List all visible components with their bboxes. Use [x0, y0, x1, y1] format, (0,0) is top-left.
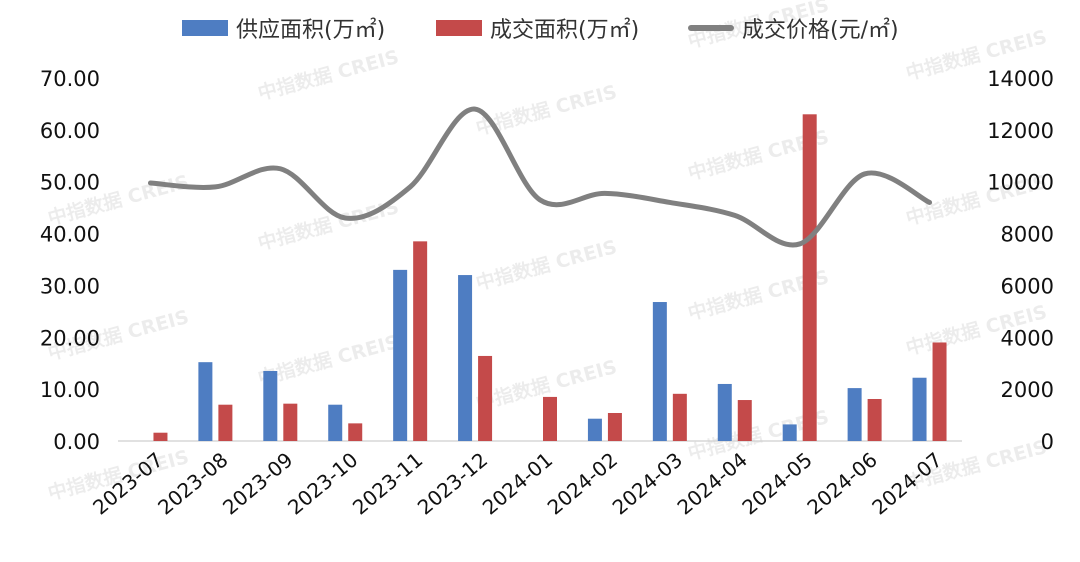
- x-tick-label: 2023-12: [413, 447, 492, 519]
- bar-deal-area: [153, 432, 168, 441]
- x-tick-label: 2024-05: [737, 447, 816, 519]
- bar-deal-area: [283, 403, 298, 441]
- y-left-tick-label: 40.00: [40, 223, 100, 247]
- y-left-tick-label: 70.00: [40, 67, 100, 91]
- y-left-tick-label: 60.00: [40, 119, 100, 143]
- y-left-tick-label: 30.00: [40, 274, 100, 298]
- legend-label-deal-area: 成交面积(万㎡): [490, 18, 640, 43]
- bar-deal-area: [543, 396, 557, 441]
- y-right-tick-label: 6000: [1001, 274, 1054, 298]
- bar-supply-area: [393, 269, 408, 441]
- watermark-text: 中指数据 CREIS: [473, 235, 619, 295]
- line-deal-price: [147, 106, 933, 248]
- y-right-tick-label: 12000: [987, 119, 1054, 143]
- x-tick-label: 2023-09: [218, 447, 297, 519]
- bar-series: [153, 114, 947, 442]
- bar-supply-area: [912, 377, 927, 441]
- bar-deal-area: [348, 423, 363, 441]
- bar-supply-area: [717, 383, 732, 441]
- y-left-tick-label: 50.00: [40, 171, 100, 195]
- bar-supply-area: [458, 275, 473, 441]
- y-left-tick-label: 0.00: [53, 430, 100, 454]
- legend-label-deal-price: 成交价格(元/㎡): [742, 18, 899, 43]
- legend-label-supply: 供应面积(万㎡): [236, 18, 386, 43]
- y-left-tick-label: 20.00: [40, 326, 100, 350]
- bar-deal-area: [607, 412, 622, 441]
- legend-item-deal-price: 成交价格(元/㎡): [688, 10, 899, 46]
- bar-supply-area: [782, 424, 797, 441]
- y-right-tick-label: 10000: [987, 171, 1054, 195]
- watermark-text: 中指数据 CREIS: [255, 195, 401, 255]
- x-tick-label: 2024-06: [802, 447, 881, 519]
- bar-supply-area: [652, 302, 667, 441]
- bar-deal-area: [737, 400, 752, 441]
- bar-deal-area: [218, 404, 233, 441]
- x-tick-label: 2024-01: [478, 447, 557, 519]
- x-tick-label: 2024-03: [608, 447, 687, 519]
- bar-deal-area: [413, 241, 428, 441]
- x-tick-label: 2023-10: [283, 447, 362, 519]
- y-right-tick-label: 14000: [987, 67, 1054, 91]
- bar-deal-area: [867, 398, 882, 441]
- y-left-tick-label: 10.00: [40, 378, 100, 402]
- axes: 0.00 10.00 20.00 30.00 40.00 50.00 60.00 70.00 0…: [40, 67, 1054, 520]
- bar-supply-area: [198, 362, 213, 441]
- y-right-tick-label: 4000: [1001, 326, 1054, 350]
- legend-swatch-deal-price: [688, 25, 734, 31]
- bar-supply-area: [587, 418, 602, 441]
- bar-supply-area: [847, 388, 862, 441]
- bar-deal-area: [672, 393, 687, 441]
- legend-item-deal-area: 成交面积(万㎡): [436, 10, 639, 46]
- bar-supply-area: [263, 370, 278, 441]
- y-right-tick-label: 0: [1041, 430, 1054, 454]
- y-right-tick-label: 8000: [1001, 223, 1054, 247]
- legend-item-supply: 供应面积(万㎡): [182, 10, 385, 46]
- bar-deal-area: [802, 114, 817, 442]
- watermark-text: 中指数据 CREIS: [255, 45, 401, 105]
- bar-deal-area: [932, 342, 947, 441]
- y-right-tick-label: 2000: [1001, 378, 1054, 402]
- x-tick-label: 2024-02: [543, 447, 622, 519]
- legend-swatch-supply: [182, 20, 228, 36]
- bar-supply-area: [328, 404, 343, 441]
- bar-deal-area: [478, 355, 493, 441]
- legend-swatch-deal-area: [436, 20, 482, 36]
- line-series: [147, 106, 933, 248]
- x-tick-label: 2023-11: [348, 447, 427, 519]
- legend: 供应面积(万㎡) 成交面积(万㎡) 成交价格(元/㎡): [0, 10, 1080, 46]
